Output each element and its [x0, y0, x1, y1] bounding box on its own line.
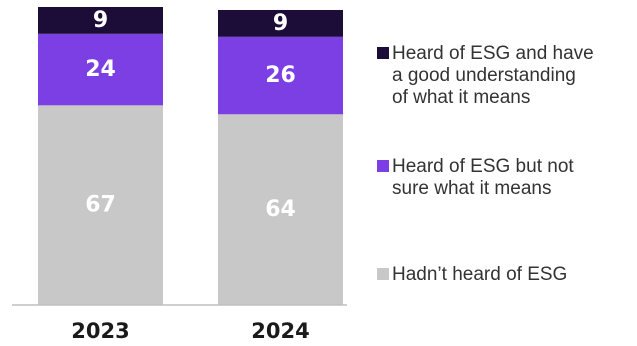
legend-item-2: Heard of ESG and have a good understandin… — [377, 43, 594, 108]
legend-swatch-2 — [377, 47, 389, 59]
category-label-2024: 2024 — [251, 319, 309, 343]
bar-segment-2024-series-2 — [218, 9, 343, 37]
legend-item-0: Hadn’t heard of ESG — [377, 264, 567, 285]
legend-label-1: Heard of ESG but not sure what it means — [392, 156, 574, 199]
bars-layer: 67 24 9 64 26 9 — [38, 7, 343, 305]
bar-segment-2023-series-2 — [38, 7, 163, 34]
data-label-2024-series-2: 9 — [273, 11, 288, 36]
legend-swatch-1 — [377, 160, 389, 172]
data-label-2024-series-0: 64 — [265, 197, 296, 222]
category-label-2023: 2023 — [71, 319, 129, 343]
data-label-2023-series-0: 67 — [85, 193, 116, 218]
bar-segment-2023-series-1 — [38, 33, 163, 106]
data-label-2024-series-1: 26 — [265, 63, 296, 88]
bar-segment-2024-series-1 — [218, 36, 343, 115]
bar-segment-2023-series-0 — [38, 105, 163, 305]
category-labels: 2023 2024 — [71, 319, 309, 343]
legend: Heard of ESG and have a good understandin… — [377, 43, 594, 285]
bar-segment-2024-series-0 — [218, 114, 343, 305]
legend-label-0: Hadn’t heard of ESG — [392, 264, 567, 285]
data-label-2023-series-2: 9 — [93, 8, 108, 33]
data-label-2023-series-1: 24 — [85, 57, 116, 82]
legend-label-2: Heard of ESG and have a good understandin… — [392, 43, 594, 108]
legend-item-1: Heard of ESG but not sure what it means — [377, 156, 574, 199]
legend-swatch-0 — [377, 268, 389, 280]
